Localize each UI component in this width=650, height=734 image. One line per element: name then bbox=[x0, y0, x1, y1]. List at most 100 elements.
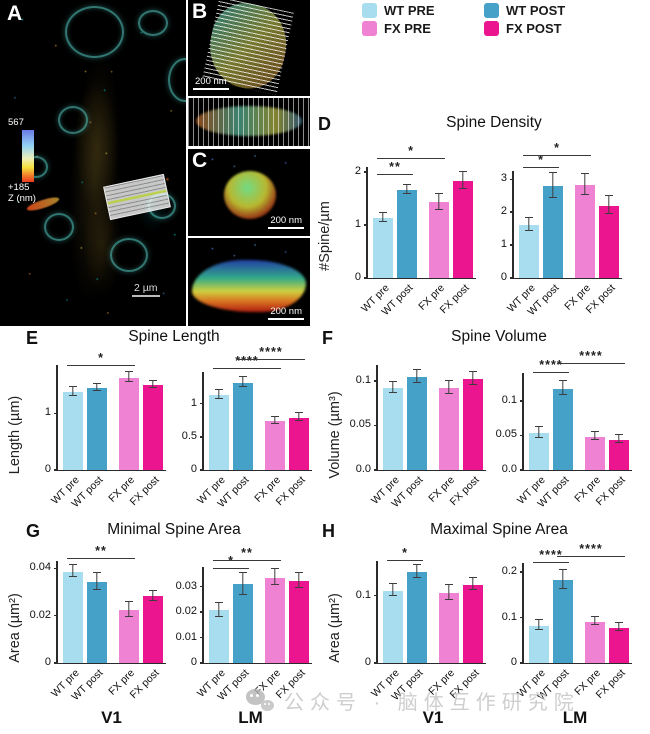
y-tick-label: 3 bbox=[500, 172, 507, 185]
error-bar bbox=[525, 216, 533, 231]
y-axis: 0.0 0.05 0.1 bbox=[348, 354, 378, 475]
bar-wt-post bbox=[543, 185, 563, 278]
bar-wt-pre bbox=[383, 590, 403, 663]
x-axis-labels: WT pre WT post FX pre FX post bbox=[195, 664, 312, 708]
y-tick-label: 0.02 bbox=[175, 605, 197, 618]
microscopy-image-b-bottom bbox=[188, 98, 310, 146]
bar-wt-post bbox=[407, 571, 427, 663]
y-tick-label: 0 bbox=[44, 463, 51, 475]
error-bar bbox=[469, 370, 477, 386]
bar-wt-post bbox=[87, 582, 107, 663]
error-bar bbox=[239, 375, 247, 388]
microscopy-image-b-top: B 200 nm bbox=[188, 0, 310, 96]
error-bar bbox=[295, 571, 303, 588]
dendrite-ring bbox=[58, 106, 88, 134]
y-tick-label: 1 bbox=[44, 406, 51, 419]
y-tick-label: 0 bbox=[510, 656, 517, 668]
y-axis-line bbox=[366, 166, 368, 278]
error-bar bbox=[615, 434, 623, 444]
microscopy-image-a: A 567 +185 Z (nm) 2 µm bbox=[0, 0, 186, 326]
bar-wt-pre bbox=[63, 391, 83, 470]
plot-area: * bbox=[378, 546, 486, 664]
dendrite-ring bbox=[110, 238, 148, 272]
chart-g-lm: 0 0.01 0.02 0.03 * ** WT pre WT post FX pre FX po… bbox=[174, 546, 312, 708]
significance-stars: * bbox=[554, 141, 560, 156]
bar-wt-post bbox=[233, 382, 253, 470]
y-tick-mark bbox=[519, 616, 524, 619]
y-tick-mark bbox=[363, 224, 368, 226]
bar-fx-pre bbox=[265, 577, 285, 663]
bar-fx-pre bbox=[439, 592, 459, 663]
legend-item-fx-pre: FX PRE bbox=[362, 21, 484, 36]
significance-stars: ** bbox=[389, 159, 401, 174]
y-axis-line bbox=[512, 171, 514, 278]
bar-wt-pre bbox=[519, 224, 539, 278]
dendrite-ring bbox=[168, 58, 186, 102]
significance-stars: * bbox=[402, 545, 408, 560]
plot-area: *** bbox=[368, 144, 476, 279]
x-axis-labels: WT pre WT post FX pre FX post bbox=[369, 664, 486, 708]
x-axis-labels: WT pre WT post FX pre FX post bbox=[515, 664, 632, 708]
panel-b-letter: B bbox=[192, 0, 208, 23]
z-colorbar: 567 +185 Z (nm) bbox=[8, 117, 36, 205]
error-bar bbox=[271, 415, 279, 425]
error-bar bbox=[69, 385, 77, 396]
y-tick-label: 1 bbox=[190, 396, 197, 409]
y-axis: 0 0.1 0.2 bbox=[494, 547, 524, 668]
y-axis-line bbox=[56, 561, 58, 663]
significance-marker: **** bbox=[557, 542, 625, 557]
plot-column: **** **** WT pre WT post FX pre FX post bbox=[195, 345, 312, 515]
bar-wt-pre bbox=[373, 218, 393, 278]
significance-marker: **** bbox=[213, 354, 281, 370]
y-axis-column: 0 0.5 1 bbox=[174, 354, 204, 475]
y-tick-label: 0 bbox=[190, 656, 197, 668]
y-tick-mark bbox=[509, 244, 514, 246]
y-axis-column: 0 0.02 0.04 bbox=[28, 547, 58, 668]
y-tick-label: 0 bbox=[354, 271, 361, 283]
significance-marker: * bbox=[523, 141, 591, 157]
y-tick-mark bbox=[373, 594, 378, 597]
error-bar bbox=[445, 584, 453, 600]
significance-stars: * bbox=[228, 554, 234, 569]
microscopy-image-c-bottom: 200 nm bbox=[188, 238, 310, 326]
error-bar bbox=[403, 183, 411, 195]
y-tick-mark bbox=[373, 469, 378, 471]
panel-a-letter: A bbox=[7, 2, 23, 25]
chart-e-v1: 0 1 * WT pre WT post FX pre FX post bbox=[28, 351, 166, 515]
significance-marker: **** bbox=[237, 345, 305, 360]
significance-marker: * bbox=[67, 351, 135, 366]
chart-g-v1: 0 0.02 0.04 ** WT pre WT post FX pre FX post bbox=[28, 543, 166, 708]
bar-wt-pre bbox=[209, 610, 229, 663]
bar-fx-pre bbox=[585, 436, 605, 470]
y-tick-mark bbox=[199, 469, 204, 471]
y-tick-mark bbox=[509, 211, 514, 213]
error-bar bbox=[535, 619, 543, 631]
significance-stars: **** bbox=[579, 348, 603, 363]
error-bar bbox=[93, 382, 101, 392]
panel-e-title: Spine Length bbox=[128, 328, 220, 345]
error-bar bbox=[93, 571, 101, 591]
y-tick-mark bbox=[53, 662, 58, 664]
panel-d-letter: D bbox=[318, 114, 331, 134]
bar-wt-post bbox=[553, 579, 573, 663]
panel-f-letter: F bbox=[322, 328, 333, 348]
significance-marker: * bbox=[387, 546, 423, 561]
legend-item-wt-pre: WT PRE bbox=[362, 3, 484, 18]
y-tick-mark bbox=[519, 469, 524, 471]
error-bar bbox=[591, 431, 599, 441]
bar-fx-post bbox=[289, 580, 309, 663]
significance-stars: ** bbox=[95, 543, 107, 558]
y-tick-mark bbox=[199, 436, 204, 438]
y-tick-label: 0 bbox=[190, 463, 197, 475]
error-bar bbox=[581, 173, 589, 196]
error-bar bbox=[239, 572, 247, 595]
y-axis: 0 0.1 bbox=[348, 547, 378, 668]
y-tick-label: 0.03 bbox=[175, 579, 197, 592]
error-bar bbox=[559, 379, 567, 396]
panel-e-spine-length: E Spine Length Length (µm) 0 1 * WT pre WT p… bbox=[2, 328, 320, 515]
panel-d-spine-density: D Spine Density #Spine/µm 0 1 2 ** * WT pre WT… bbox=[312, 114, 650, 323]
significance-stars: **** bbox=[259, 344, 283, 359]
chart-f-lm: 0.0 0.05 0.1 **** **** WT pre WT post FX pre FX … bbox=[494, 349, 632, 515]
